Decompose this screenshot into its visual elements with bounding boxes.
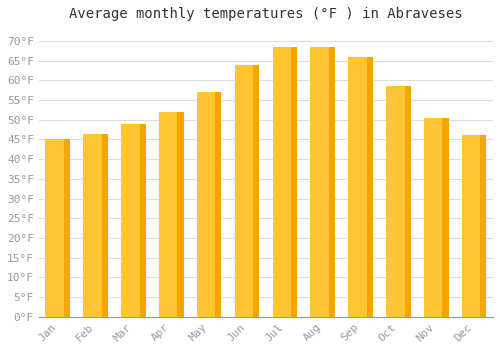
Bar (310, 47, 335, 317)
Bar (272, 47, 297, 317)
Bar (46, 139, 70, 317)
Bar (159, 112, 184, 317)
Bar (291, 47, 297, 317)
Bar (424, 118, 448, 317)
Bar (64, 139, 70, 317)
Bar (253, 64, 260, 317)
Bar (234, 64, 260, 317)
Bar (121, 124, 146, 317)
Bar (366, 57, 373, 317)
Bar (178, 112, 184, 317)
Bar (404, 86, 410, 317)
Bar (329, 47, 335, 317)
Title: Average monthly temperatures (°F ) in Abraveses: Average monthly temperatures (°F ) in Ab… (69, 7, 462, 21)
Bar (140, 124, 145, 317)
Bar (480, 135, 486, 317)
Bar (102, 133, 108, 317)
Bar (197, 92, 222, 317)
Bar (462, 135, 486, 317)
Bar (386, 86, 410, 317)
Bar (348, 57, 373, 317)
Bar (216, 92, 222, 317)
Bar (84, 133, 108, 317)
Bar (442, 118, 448, 317)
